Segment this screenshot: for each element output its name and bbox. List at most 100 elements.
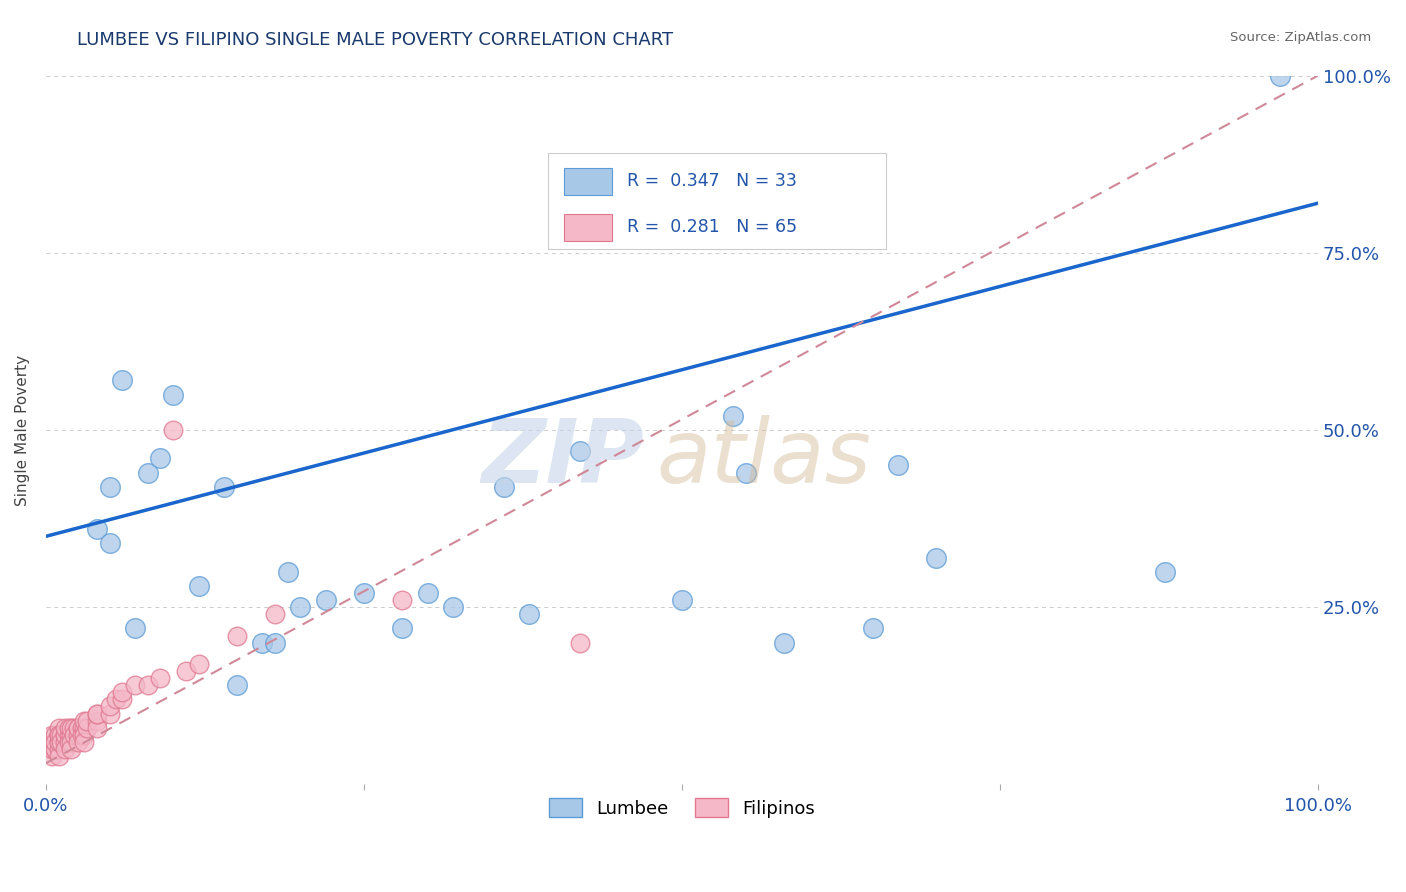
Point — [53, 728, 76, 742]
Point — [60, 721, 83, 735]
Point — [187, 657, 209, 671]
Point — [53, 742, 76, 756]
Text: R =  0.281   N = 65: R = 0.281 N = 65 — [627, 219, 797, 236]
Point — [48, 728, 70, 742]
Point — [519, 607, 541, 622]
Point — [671, 593, 693, 607]
Point — [98, 706, 121, 721]
Point — [734, 466, 756, 480]
Point — [264, 607, 287, 622]
Point — [391, 593, 413, 607]
Point — [66, 721, 89, 735]
Point — [76, 714, 98, 728]
Point — [41, 728, 63, 742]
Point — [48, 728, 70, 742]
Point — [51, 728, 73, 742]
Point — [86, 706, 108, 721]
Point — [44, 728, 66, 742]
Text: R =  0.347   N = 33: R = 0.347 N = 33 — [627, 172, 797, 190]
Point — [149, 451, 172, 466]
Point — [124, 622, 146, 636]
Point — [124, 678, 146, 692]
Point — [44, 742, 66, 756]
Point — [1154, 565, 1177, 579]
Point — [569, 635, 592, 649]
Point — [277, 565, 299, 579]
Point — [58, 735, 80, 749]
Point — [70, 721, 93, 735]
Point — [53, 735, 76, 749]
Point — [76, 721, 98, 735]
Point — [48, 742, 70, 756]
Point — [48, 721, 70, 735]
Point — [86, 721, 108, 735]
Text: Source: ZipAtlas.com: Source: ZipAtlas.com — [1230, 31, 1371, 45]
Point — [41, 742, 63, 756]
Point — [174, 664, 197, 678]
Point — [51, 735, 73, 749]
Y-axis label: Single Male Poverty: Single Male Poverty — [15, 354, 30, 506]
Point — [925, 550, 948, 565]
Point — [41, 742, 63, 756]
Point — [212, 480, 235, 494]
Point — [290, 600, 312, 615]
Point — [48, 728, 70, 742]
Point — [721, 409, 744, 423]
Point — [58, 728, 80, 742]
Point — [391, 622, 413, 636]
FancyBboxPatch shape — [564, 168, 612, 194]
FancyBboxPatch shape — [564, 214, 612, 241]
Point — [73, 728, 96, 742]
Point — [492, 480, 515, 494]
Point — [63, 728, 86, 742]
Point — [66, 721, 89, 735]
Point — [887, 458, 910, 473]
Point — [48, 735, 70, 749]
Point — [149, 671, 172, 685]
Point — [70, 728, 93, 742]
Point — [104, 692, 127, 706]
Point — [41, 749, 63, 764]
Point — [111, 685, 134, 699]
Point — [86, 706, 108, 721]
Text: LUMBEE VS FILIPINO SINGLE MALE POVERTY CORRELATION CHART: LUMBEE VS FILIPINO SINGLE MALE POVERTY C… — [77, 31, 673, 49]
Legend: Lumbee, Filipinos: Lumbee, Filipinos — [541, 791, 823, 825]
Point — [111, 373, 134, 387]
Point — [187, 579, 209, 593]
Point — [73, 714, 96, 728]
Point — [136, 678, 159, 692]
Point — [569, 444, 592, 458]
Point — [252, 635, 274, 649]
Point — [63, 721, 86, 735]
Point — [353, 586, 375, 600]
Point — [162, 387, 184, 401]
Point — [66, 735, 89, 749]
Point — [73, 721, 96, 735]
Point — [86, 714, 108, 728]
Text: atlas: atlas — [657, 416, 872, 501]
Point — [824, 196, 846, 211]
Point — [60, 735, 83, 749]
Point — [264, 635, 287, 649]
Point — [136, 466, 159, 480]
Point — [772, 635, 794, 649]
Point — [225, 678, 247, 692]
Point — [111, 692, 134, 706]
Point — [48, 735, 70, 749]
Point — [1268, 69, 1291, 83]
Point — [44, 735, 66, 749]
Point — [44, 742, 66, 756]
Point — [225, 629, 247, 643]
Point — [315, 593, 337, 607]
Point — [66, 728, 89, 742]
Point — [48, 749, 70, 764]
Point — [441, 600, 464, 615]
FancyBboxPatch shape — [548, 153, 886, 249]
Point — [44, 735, 66, 749]
Point — [98, 536, 121, 550]
Point — [98, 480, 121, 494]
Point — [41, 735, 63, 749]
Point — [53, 728, 76, 742]
Point — [60, 728, 83, 742]
Point — [58, 721, 80, 735]
